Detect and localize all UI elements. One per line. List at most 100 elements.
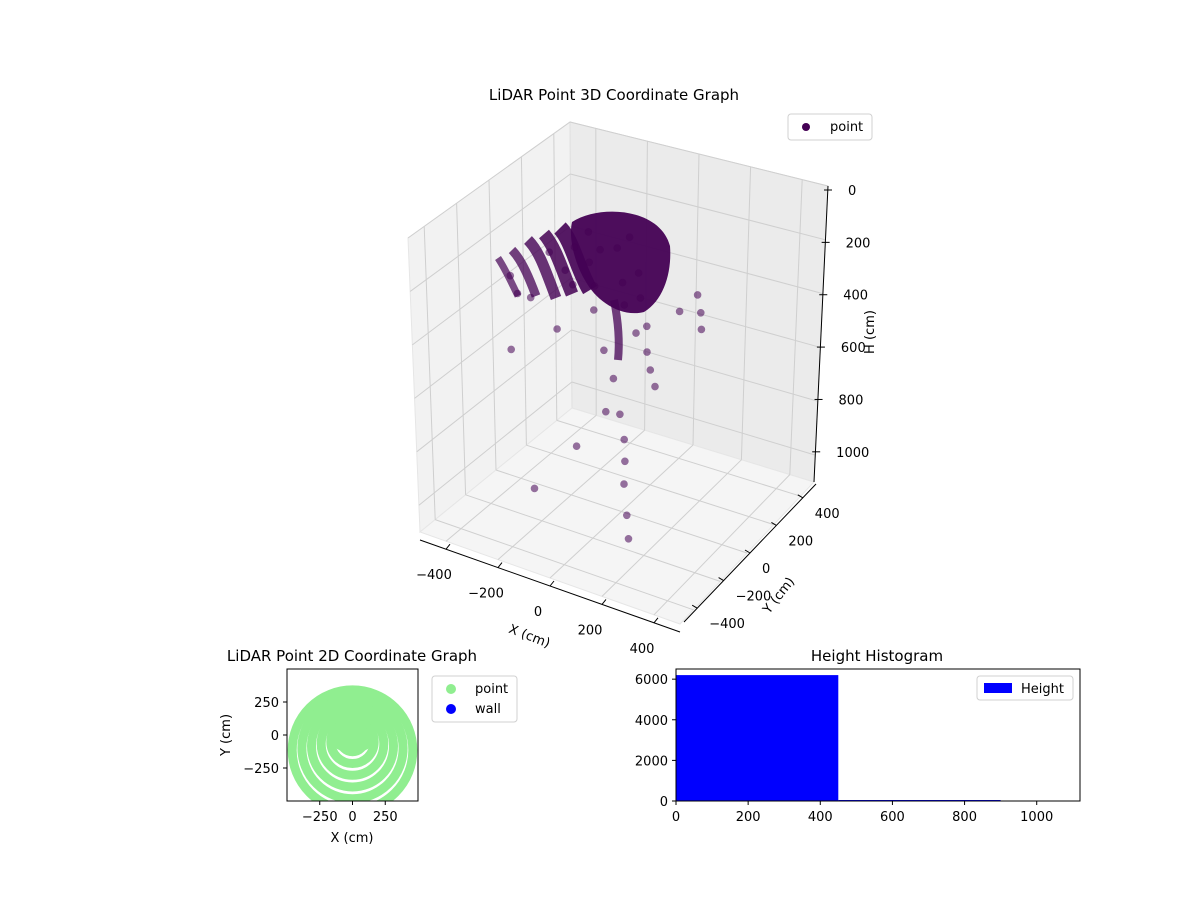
histogram-title: Height Histogram	[811, 647, 943, 665]
legend-2d: point wall	[431, 675, 518, 723]
grid-y-floor-line	[435, 519, 694, 611]
chart-histogram: Height Histogram 0 200 400 600 800 1000 0 2000 4…	[635, 647, 1081, 825]
point-3d	[609, 374, 618, 383]
z-axis-3d-tick-label: 400	[843, 289, 868, 304]
point-3d	[624, 534, 633, 543]
y-axis-3d-tick	[771, 521, 777, 526]
sparse-points-3d	[506, 228, 706, 543]
point-3d	[620, 480, 628, 488]
grid-x-wall-line	[692, 153, 700, 446]
point-3d	[570, 243, 579, 251]
x-axis-3d-tick-label: 200	[578, 623, 603, 638]
histogram-frame	[675, 668, 1081, 802]
point-3d	[613, 244, 622, 252]
x-axis-3d-tick-label: 400	[630, 642, 655, 657]
point-2d-ring	[307, 700, 398, 792]
y-axis-3d-tick-label: −200	[736, 590, 772, 605]
grid-z-line-left	[412, 225, 572, 346]
grid-z-line-left	[418, 381, 573, 506]
x-axis-2d-label: X (cm)	[331, 831, 374, 846]
histogram-y-tick-label: 0	[660, 795, 668, 810]
grid-x-wall-line	[789, 179, 803, 475]
y-axis-2d-label: Y (cm)	[219, 714, 234, 757]
x-axis-3d-tick	[445, 543, 451, 550]
legend-2d-marker-point	[446, 684, 456, 694]
grid-z-line-left	[416, 329, 572, 453]
grid-z-line-left	[409, 173, 571, 292]
legend-3d: point	[787, 113, 873, 141]
point-3d	[553, 325, 561, 333]
grid-z-line-right	[570, 173, 826, 241]
legend-histogram: Height	[976, 675, 1074, 701]
y-axis-3d-tick	[797, 494, 804, 499]
grid-3d	[407, 121, 829, 616]
dense-cluster-arc-2	[538, 229, 579, 297]
ticks-2d: −250 0 250 250 0 −250	[243, 696, 397, 825]
legend-histogram-label: Height	[1021, 682, 1064, 697]
grid-z-line-right	[571, 329, 818, 402]
histogram-x-tick-label: 1000	[1020, 810, 1053, 825]
chart-3d: LiDAR Point 3D Coordinate Graph −400 −200…	[407, 86, 878, 657]
point-2d-ring	[316, 708, 389, 780]
grid-z-line-left	[407, 121, 571, 239]
y-axis-3d-tick	[718, 577, 724, 582]
point-3d	[585, 258, 594, 267]
point-2d-ring	[287, 685, 418, 801]
x-axis-2d-tick-label: 250	[373, 810, 398, 825]
point-3d	[590, 282, 599, 290]
z-axis-3d-tick-label: 600	[841, 341, 866, 356]
x-axis-3d-tick-label: 0	[534, 605, 542, 620]
point-3d	[622, 511, 631, 520]
grid-z-line-right	[571, 381, 816, 456]
chart-2d: LiDAR Point 2D Coordinate Graph −250 0 250…	[219, 647, 518, 846]
point-3d	[572, 442, 581, 451]
histogram-x-tick-label: 200	[736, 810, 761, 825]
x-axis-3d-tick	[549, 580, 555, 587]
grid-y-wall-line	[488, 179, 497, 471]
histogram-x-tick-label: 800	[952, 810, 977, 825]
histogram-x-tick-label: 400	[808, 810, 833, 825]
point-3d	[643, 348, 651, 356]
point-3d	[596, 245, 604, 254]
point-3d	[634, 269, 643, 277]
point-3d	[620, 301, 629, 309]
point-3d	[618, 278, 627, 287]
legend-2d-label-wall: wall	[475, 702, 501, 717]
grid-y-wall-line	[520, 156, 527, 446]
y-axis-3d-tick	[744, 549, 751, 554]
point-3d	[625, 233, 634, 241]
z-axis-3d-ticks: 0 200 400 600 800 1000	[812, 184, 870, 483]
x-axis-3d-tick	[653, 617, 659, 624]
point-2d-area	[287, 685, 418, 801]
point-3d	[530, 484, 539, 493]
grid-z-line-left	[414, 277, 572, 399]
legend-2d-label-point: point	[475, 682, 508, 697]
point-3d	[632, 329, 640, 337]
histogram-y-tick-label: 2000	[635, 754, 668, 769]
z-axis-3d-line	[813, 185, 829, 483]
point-3d	[675, 307, 684, 316]
histogram-x-tick-label: 600	[880, 810, 905, 825]
legend-histogram-frame	[976, 675, 1074, 701]
point-3d	[589, 306, 598, 314]
histogram-bar	[676, 675, 839, 801]
point-3d	[616, 410, 624, 419]
point-3d	[651, 382, 659, 391]
y-axis-3d-tick-label: −400	[709, 617, 745, 632]
x-axis-3d-tick-label: −200	[468, 587, 504, 602]
point-3d	[561, 266, 570, 275]
point-3d	[620, 435, 629, 444]
histogram-ticks: 0 200 400 600 800 1000 0 2000 4000 6000	[635, 673, 1053, 825]
point-3d	[693, 291, 702, 299]
x-axis-3d-tick-label: −400	[416, 568, 452, 583]
grid-y-wall-line	[553, 133, 558, 421]
point-3d	[636, 294, 645, 302]
y-axis-3d-tick-label: 400	[815, 507, 840, 522]
x-axis-3d-label: X (cm)	[506, 622, 552, 651]
x-axis-3d-ticks: −400 −200 0 200 400	[416, 539, 681, 657]
histogram-x-tick-label: 0	[672, 810, 680, 825]
point-3d	[506, 271, 515, 280]
z-axis-3d-tick-label: 800	[839, 393, 864, 408]
